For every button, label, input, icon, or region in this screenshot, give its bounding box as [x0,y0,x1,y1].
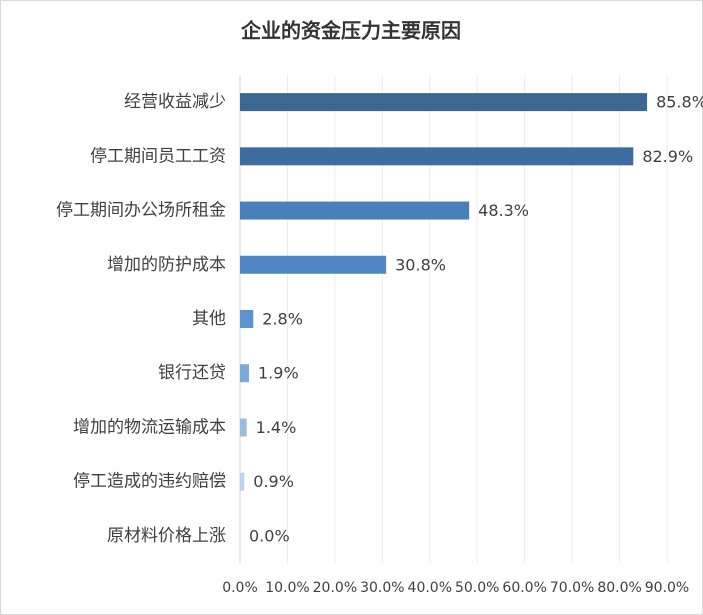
y-tick-label: 原材料价格上涨 [107,526,226,546]
value-label: 0.0% [249,526,290,545]
bar [240,472,245,491]
value-label: 2.8% [262,310,303,329]
chart-title: 企业的资金压力主要原因 [240,19,461,43]
x-tick-label: 0.0% [222,580,258,596]
value-label: 82.9% [642,147,693,166]
x-tick-label: 40.0% [408,580,452,596]
bar [240,364,250,383]
bar [240,93,648,112]
y-tick-label: 银行还贷 [158,363,226,383]
x-tick-label: 90.0% [645,580,689,596]
x-tick-label: 30.0% [360,580,404,596]
bar [240,147,634,166]
x-tick-label: 20.0% [313,580,357,596]
y-tick-label: 停工期间办公场所租金 [56,201,226,221]
y-tick-label: 停工期间员工工资 [90,146,226,166]
value-label: 0.9% [253,472,294,491]
bar [240,310,254,328]
value-label: 1.4% [256,418,297,437]
value-label: 48.3% [478,201,529,220]
x-tick-label: 70.0% [550,580,594,596]
value-label: 85.8% [656,93,703,112]
x-tick-label: 80.0% [597,580,641,596]
x-tick-label: 10.0% [265,580,309,596]
y-tick-label: 经营收益减少 [124,92,226,112]
x-tick-label: 50.0% [455,580,499,596]
bar [240,201,470,220]
bar [240,255,387,274]
y-tick-label: 停工造成的违约赔偿 [73,472,226,492]
bar [240,418,247,437]
x-tick-label: 60.0% [502,580,546,596]
y-tick-label: 增加的物流运输成本 [73,417,226,437]
value-label: 1.9% [258,364,299,383]
y-tick-label: 增加的防护成本 [107,255,226,275]
y-tick-label: 其他 [192,309,226,329]
value-label: 30.8% [395,255,446,274]
